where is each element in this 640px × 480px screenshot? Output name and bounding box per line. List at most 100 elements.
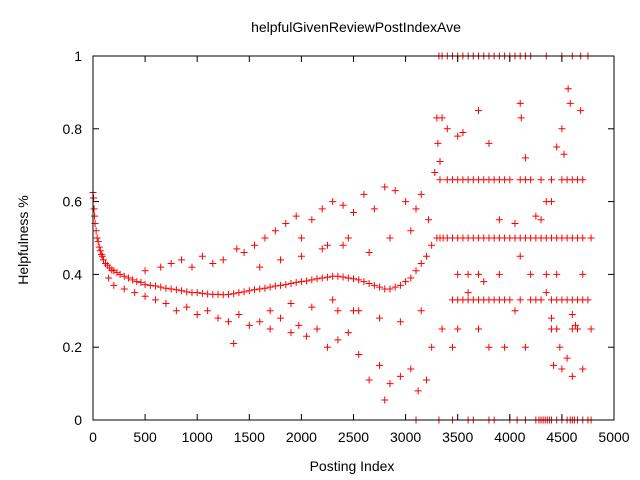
x-tick-label: 3000 [390,429,421,445]
data-point [381,396,389,404]
data-point [261,284,269,292]
data-point [198,289,206,297]
data-point [167,259,175,267]
data-point [271,227,279,235]
data-point [233,245,241,253]
data-point [454,132,462,140]
data-point [339,273,347,281]
data-point [93,234,101,242]
data-point [334,336,342,344]
data-point [579,176,587,184]
data-point [277,256,285,264]
data-point [99,256,107,264]
data-point [96,247,104,255]
data-point [553,270,561,278]
data-point [516,252,524,260]
data-point [438,114,446,122]
data-point [97,250,105,258]
data-point [295,321,303,329]
data-point [391,283,399,291]
data-point [464,270,472,278]
data-point [235,310,243,318]
data-point [587,325,595,333]
data-point [193,289,201,297]
x-axis-label: Posting Index [310,458,395,474]
data-point [339,201,347,209]
data-point [376,361,384,369]
data-point [339,241,347,249]
y-tick-label: 0.8 [63,121,83,137]
data-point [475,270,483,278]
data-point [219,256,227,264]
data-point [365,249,373,257]
data-point [344,329,352,337]
data-point [501,343,509,351]
data-point [313,275,321,283]
y-tick-label: 0.4 [63,266,83,282]
data-point [386,380,394,388]
data-point [251,241,259,249]
data-point [188,263,196,271]
data-point [110,267,118,275]
data-point [183,288,191,296]
data-point [297,252,305,260]
data-point [110,281,118,289]
data-point [511,307,519,315]
data-point [113,269,121,277]
data-point [344,234,352,242]
data-point [120,285,128,293]
data-point [92,227,100,235]
data-point [350,307,357,315]
data-point [431,168,439,176]
data-point [303,277,311,285]
data-point [579,365,587,373]
x-tick-label: 1500 [234,429,265,445]
data-point [251,286,259,294]
x-tick-label: 3500 [442,429,473,445]
data-point [527,270,535,278]
data-point [94,238,102,246]
data-point [365,280,373,287]
data-point [172,307,180,315]
data-point [516,99,524,107]
data-point [454,270,462,278]
data-point [558,125,566,133]
data-point [334,272,342,280]
data-points [89,52,595,424]
data-point [386,285,394,293]
data-point [137,278,145,286]
data-point [105,274,113,282]
data-point [365,376,373,384]
data-point [287,329,295,337]
data-point [287,300,295,308]
data-point [527,176,535,184]
data-point [133,278,141,286]
data-point [240,288,248,296]
data-point [271,282,279,290]
data-point [579,270,587,278]
data-point [303,332,311,340]
data-point [282,219,290,227]
data-point [485,139,493,147]
data-point [287,280,295,287]
data-point [550,361,558,369]
data-point [506,176,514,184]
data-point [547,314,555,322]
x-tick-label: 2500 [338,429,369,445]
data-point [556,343,564,351]
data-point [370,281,378,289]
data-point [90,194,98,202]
data-point [417,190,425,198]
data-point [436,158,444,166]
data-point [376,314,384,322]
data-point [230,290,238,298]
data-point [495,270,503,278]
data-point [152,296,160,304]
data-point [464,289,472,297]
data-point [91,212,99,220]
data-point [157,283,165,291]
data-point [318,245,326,253]
data-point [178,287,186,295]
data-point [553,143,561,151]
data-point [183,303,191,311]
